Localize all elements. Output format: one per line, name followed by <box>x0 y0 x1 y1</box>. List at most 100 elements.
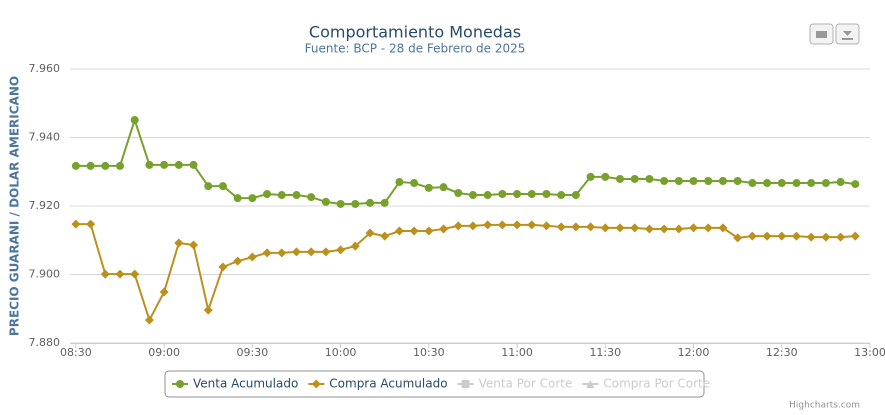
marker <box>263 190 272 199</box>
marker <box>586 380 595 388</box>
marker <box>247 252 257 262</box>
print-button[interactable] <box>809 23 834 45</box>
marker <box>321 197 330 206</box>
marker <box>174 160 183 169</box>
marker <box>410 179 419 188</box>
legend-label: Venta Por Corte <box>479 377 573 391</box>
marker <box>542 190 551 199</box>
marker <box>233 256 243 266</box>
marker <box>718 223 728 233</box>
marker <box>762 231 772 241</box>
marker <box>689 223 699 233</box>
marker <box>130 116 139 125</box>
marker <box>336 245 346 255</box>
marker <box>689 176 698 185</box>
marker <box>733 233 743 243</box>
marker <box>453 221 463 231</box>
marker <box>836 232 846 242</box>
marker <box>189 160 198 169</box>
marker <box>851 180 860 189</box>
marker <box>189 240 199 250</box>
marker <box>424 226 434 236</box>
marker <box>836 178 845 187</box>
marker <box>380 231 390 241</box>
marker <box>674 224 684 234</box>
marker <box>557 191 566 200</box>
marker <box>176 380 184 388</box>
chart-title: Comportamiento Monedas <box>309 23 521 42</box>
marker <box>792 179 801 188</box>
marker <box>424 183 433 192</box>
marker <box>439 183 448 192</box>
chart-subtitle: Fuente: BCP - 28 de Febrero de 2025 <box>305 42 526 56</box>
legend-item[interactable]: Venta Por Corte <box>457 377 573 391</box>
marker <box>777 231 787 241</box>
marker <box>660 176 669 185</box>
marker <box>277 248 287 258</box>
marker <box>704 176 713 185</box>
x-tick-label: 10:30 <box>413 346 445 359</box>
marker <box>204 182 213 191</box>
marker <box>159 287 169 297</box>
y-tick-label: 7.960 <box>29 62 61 75</box>
marker <box>512 220 522 230</box>
y-tick-label: 7.880 <box>29 336 61 349</box>
marker <box>571 222 581 232</box>
marker <box>600 223 610 233</box>
marker <box>144 315 154 325</box>
y-tick-label: 7.900 <box>29 268 61 281</box>
marker <box>461 380 470 388</box>
marker <box>233 194 242 203</box>
x-tick-label: 12:00 <box>678 346 710 359</box>
marker <box>336 199 345 208</box>
marker <box>645 174 654 183</box>
marker <box>483 220 493 230</box>
y-tick-label: 7.940 <box>29 131 61 144</box>
marker <box>306 247 316 257</box>
marker <box>395 178 404 187</box>
marker <box>733 176 742 185</box>
legend-label: Compra Por Corte <box>603 377 710 391</box>
export-button[interactable] <box>835 23 860 45</box>
credits[interactable]: Highcharts.com <box>789 401 860 411</box>
x-tick-label: 09:30 <box>237 346 269 359</box>
marker <box>616 174 624 183</box>
legend-item[interactable]: Compra Acumulado <box>308 377 448 391</box>
marker <box>454 188 463 197</box>
marker <box>321 247 331 257</box>
icon <box>842 31 853 40</box>
x-tick-label: 08:30 <box>60 346 92 359</box>
marker <box>498 190 507 199</box>
x-tick-label: 11:00 <box>501 346 533 359</box>
marker <box>365 228 375 238</box>
marker <box>130 269 140 279</box>
marker <box>821 232 831 242</box>
marker <box>556 222 566 232</box>
marker <box>218 262 228 272</box>
marker <box>291 247 301 257</box>
marker <box>468 221 478 231</box>
marker <box>571 191 580 200</box>
marker <box>777 179 786 188</box>
marker <box>101 161 110 170</box>
y-tick-label: 7.920 <box>29 199 61 212</box>
legend-label: Venta Acumulado <box>193 377 298 391</box>
x-tick-label: 11:30 <box>589 346 621 359</box>
x-tick-label: 09:00 <box>148 346 180 359</box>
marker <box>160 160 169 169</box>
marker <box>116 161 124 170</box>
marker <box>483 191 492 200</box>
legend-box <box>164 370 705 398</box>
marker <box>409 226 419 236</box>
marker <box>262 248 272 258</box>
marker <box>350 241 360 251</box>
marker <box>703 223 713 233</box>
marker <box>218 182 227 191</box>
x-tick-label: 10:00 <box>325 346 357 359</box>
legend-item[interactable]: Compra Por Corte <box>582 377 710 391</box>
marker <box>311 379 321 389</box>
marker <box>659 224 669 234</box>
marker <box>351 199 360 208</box>
legend-item[interactable]: Venta Acumulado <box>172 377 298 391</box>
